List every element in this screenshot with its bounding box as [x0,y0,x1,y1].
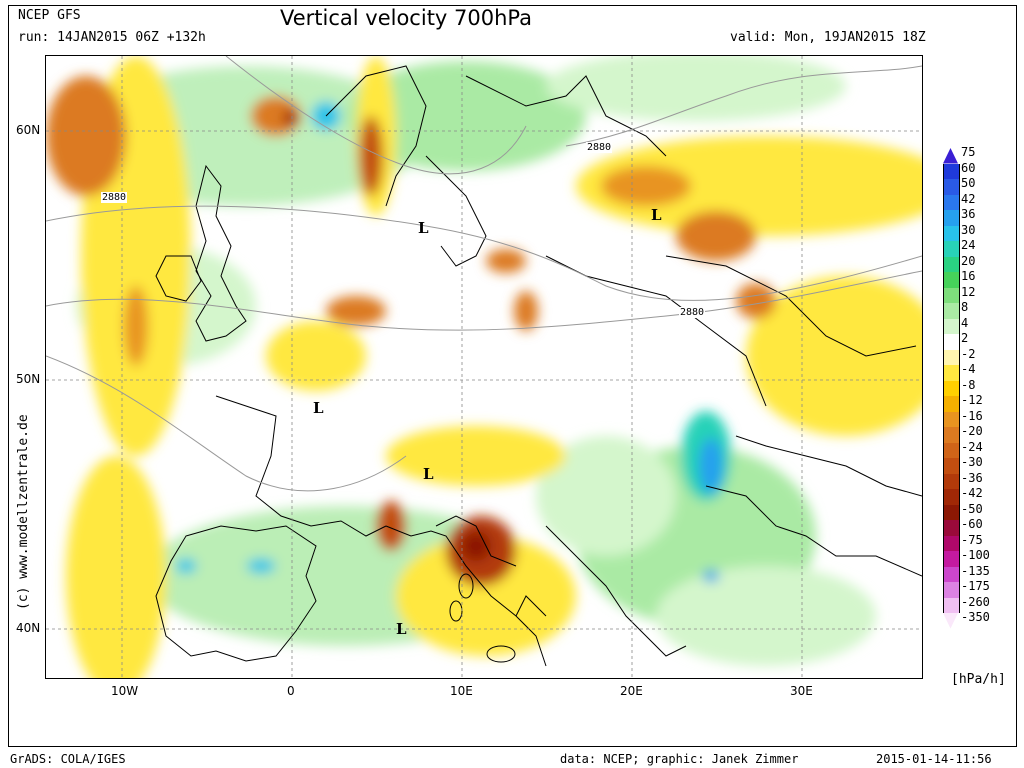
field-layer [46,56,922,678]
chart-frame [8,5,1017,747]
colorbar-label: -60 [961,517,983,531]
map-title: Vertical velocity 700hPa [280,6,533,30]
colorbar-label: -75 [961,532,983,547]
grads-credit: GrADS: COLA/IGES [10,752,126,766]
colorbar-unit: [hPa/h] [951,672,1006,687]
low-pressure-marker: L [313,399,324,417]
low-pressure-marker: L [651,206,662,224]
colorbar-label: 4 [961,315,969,330]
lon-label: 20E [620,684,643,698]
data-credit: data: NCEP; graphic: Janek Zimmer [560,752,799,766]
colorbar-label: 42 [961,191,976,206]
colorbar-label: -175 [961,579,990,593]
colorbar-swatch [943,458,960,474]
colorbar-label: -100 [961,548,990,562]
colorbar-label: -135 [961,563,990,578]
colorbar-label: -350 [961,610,990,624]
colorbar-swatch [943,396,960,412]
colorbar-swatch [943,179,960,195]
colorbar-swatch [943,473,960,489]
lat-label: 50N [16,372,41,386]
timestamp: 2015-01-14-11:56 [876,752,992,766]
geopotential-contours [46,56,922,492]
contour-label: 2880 [101,192,128,203]
colorbar-label: 50 [961,176,976,190]
lon-label: 0 [287,684,295,698]
colorbar-label: -4 [961,362,976,376]
lat-label: 60N [16,123,41,137]
colorbar-label: 60 [961,160,976,175]
run-label: run: 14JAN2015 06Z +132h [18,30,206,45]
colorbar-label: -24 [961,439,983,454]
colorbar-swatch [943,551,960,567]
colorbar-swatch [943,489,960,505]
graticule [46,56,922,678]
low-pressure-marker: L [396,620,407,638]
colorbar-swatch [943,442,960,458]
colorbar-swatch [943,504,960,520]
contour-label: 2880 [679,307,706,318]
colorbar-label: 75 [961,145,976,159]
colorbar-swatch [943,582,960,598]
colorbar-swatch [943,535,960,551]
colorbar-label: 8 [961,300,969,314]
colorbar-label: -50 [961,501,983,516]
coastlines [155,65,922,667]
lon-label: 10E [450,684,473,698]
colorbar-swatch [943,163,960,179]
colorbar-label: -42 [961,486,983,500]
colorbar-label: 12 [961,284,976,299]
colorbar-swatch [943,380,960,396]
lon-label: 10W [111,684,139,698]
colorbar-label: -8 [961,377,976,392]
colorbar-label: 30 [961,222,976,237]
weather-map: 2880 2880 2880 L L L L L [45,55,923,679]
colorbar-label: 20 [961,253,976,268]
credit-watermark: (c) www.modellzentrale.de [16,414,31,610]
colorbar-swatch [943,194,960,210]
colorbar-label: 36 [961,207,976,221]
colorbar-swatch [943,225,960,241]
colorbar-swatch [943,256,960,272]
colorbar-label: -2 [961,346,976,361]
colorbar-swatch [943,272,960,288]
colorbar-label: -16 [961,408,983,423]
colorbar-swatch [943,427,960,443]
colorbar-swatch [943,303,960,319]
colorbar-label: -20 [961,424,983,438]
lat-label: 40N [16,621,41,635]
colorbar-label: 24 [961,238,976,252]
colorbar-label: -30 [961,455,983,469]
vertical-velocity-field [46,56,922,678]
colorbar-swatch [943,210,960,226]
valid-label: valid: Mon, 19JAN2015 18Z [730,30,926,45]
colorbar-swatch [943,287,960,303]
colorbar-swatch [943,411,960,427]
low-pressure-marker: L [418,219,429,237]
colorbar-swatch [943,349,960,365]
colorbar-label: 2 [961,331,969,345]
colorbar-label: -12 [961,393,983,407]
colorbar-label: -260 [961,594,990,609]
contour-label: 2880 [586,142,613,153]
lon-label: 30E [790,684,813,698]
colorbar-label: -36 [961,470,983,485]
colorbar-swatch [943,520,960,536]
colorbar-swatch [943,566,960,582]
colorbar-swatch [943,318,960,334]
colorbar-swatch [943,597,960,613]
colorbar-swatch [943,365,960,381]
colorbar-swatch [943,241,960,257]
model-label: NCEP GFS [18,8,81,23]
low-pressure-marker: L [423,465,434,483]
colorbar-label: 16 [961,269,976,283]
colorbar-swatch [943,334,960,350]
